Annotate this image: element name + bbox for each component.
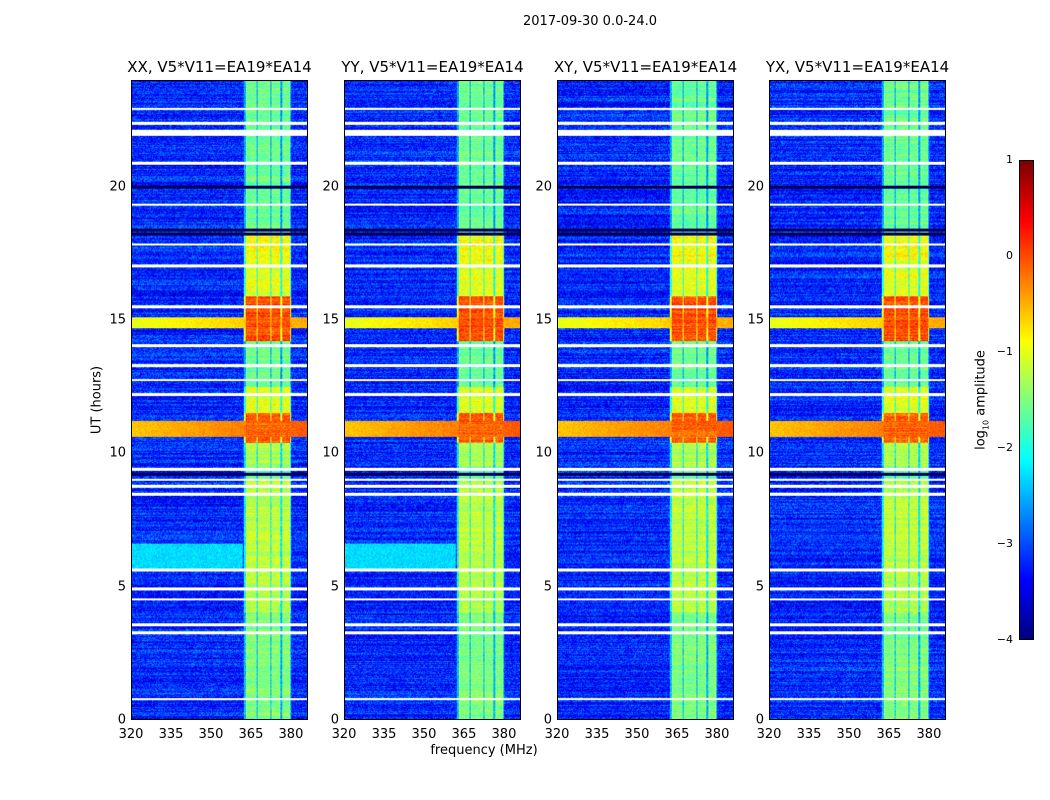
y-tick-label: 20 <box>322 179 339 195</box>
y-tick-label: 15 <box>747 312 764 328</box>
spectrogram-panel-4: YX, V5*V11=EA19*EA14 320 335 350 365 380 0 5 10 1… <box>747 58 949 741</box>
y-tick-label: 10 <box>747 445 764 461</box>
x-tick-label: 380 <box>278 727 304 742</box>
spectrogram-panel-3: XY, V5*V11=EA19*EA14 320 335 350 365 380 0 5 10 1… <box>535 58 737 741</box>
x-tick-label: 365 <box>664 727 690 742</box>
colorbar-tick-label: −2 <box>996 441 1013 454</box>
colorbar-tick-label: 0 <box>1006 249 1013 262</box>
y-tick-label: 5 <box>755 579 764 595</box>
x-tick-label: 350 <box>624 727 650 742</box>
y-tick-label: 0 <box>543 712 552 728</box>
x-tick-label: 380 <box>704 727 730 742</box>
y-tick-label: 5 <box>543 579 552 595</box>
y-tick-label: 15 <box>109 312 126 328</box>
y-tick-label: 20 <box>535 179 552 195</box>
x-tick-label: 350 <box>198 727 224 742</box>
x-tick-label: 365 <box>876 727 902 742</box>
y-axis-label: UT (hours) <box>89 365 105 435</box>
colorbar-tick-label: −3 <box>996 537 1013 550</box>
x-tick-label: 365 <box>238 727 264 742</box>
x-tick-label: 335 <box>584 727 610 742</box>
y-tick-label: 15 <box>535 312 552 328</box>
x-tick-label: 350 <box>411 727 437 742</box>
x-tick-label: 335 <box>796 727 822 742</box>
panel-title: XX, V5*V11=EA19*EA14 <box>127 58 312 76</box>
y-tick-label: 5 <box>117 579 126 595</box>
colorbar <box>1019 160 1034 640</box>
y-tick-label: 15 <box>322 312 339 328</box>
x-tick-label: 320 <box>756 727 782 742</box>
x-tick-label: 320 <box>544 727 570 742</box>
heatmap <box>131 80 308 720</box>
spectrogram-panel-1: XX, V5*V11=EA19*EA14 320 335 350 365 380 0 5 10 1… <box>109 58 311 741</box>
x-axis-label: frequency (MHz) <box>430 743 538 758</box>
y-tick-label: 10 <box>322 445 339 461</box>
x-tick-label: 380 <box>491 727 517 742</box>
spectrogram-panel-2: YY, V5*V11=EA19*EA14 320 335 350 365 380 0 5 10 1… <box>322 58 523 741</box>
y-tick-label: 0 <box>330 712 339 728</box>
x-tick-label: 335 <box>158 727 184 742</box>
figure-title: 2017-09-30 0.0-24.0 <box>523 14 657 29</box>
colorbar-tick-label: 1 <box>1006 153 1013 166</box>
heatmap <box>344 80 521 720</box>
y-tick-label: 20 <box>109 179 126 195</box>
x-tick-label: 320 <box>118 727 144 742</box>
y-tick-label: 0 <box>117 712 126 728</box>
heatmap <box>769 80 946 720</box>
x-tick-label: 350 <box>836 727 862 742</box>
colorbar-tick-label: −4 <box>996 633 1013 646</box>
x-tick-label: 335 <box>371 727 397 742</box>
panel-title: YY, V5*V11=EA19*EA14 <box>341 58 524 76</box>
y-tick-label: 10 <box>109 445 126 461</box>
panel-title: XY, V5*V11=EA19*EA14 <box>553 58 738 76</box>
colorbar-tick-label: −1 <box>996 345 1013 358</box>
x-tick-label: 320 <box>331 727 357 742</box>
heatmap <box>557 80 734 720</box>
x-tick-label: 365 <box>451 727 477 742</box>
x-tick-label: 380 <box>916 727 942 742</box>
y-tick-label: 5 <box>330 579 339 595</box>
y-tick-label: 10 <box>535 445 552 461</box>
colorbar-label: log10 amplitude <box>973 350 991 450</box>
y-tick-label: 20 <box>747 179 764 195</box>
panel-title: YX, V5*V11=EA19*EA14 <box>765 58 950 76</box>
y-tick-label: 0 <box>755 712 764 728</box>
